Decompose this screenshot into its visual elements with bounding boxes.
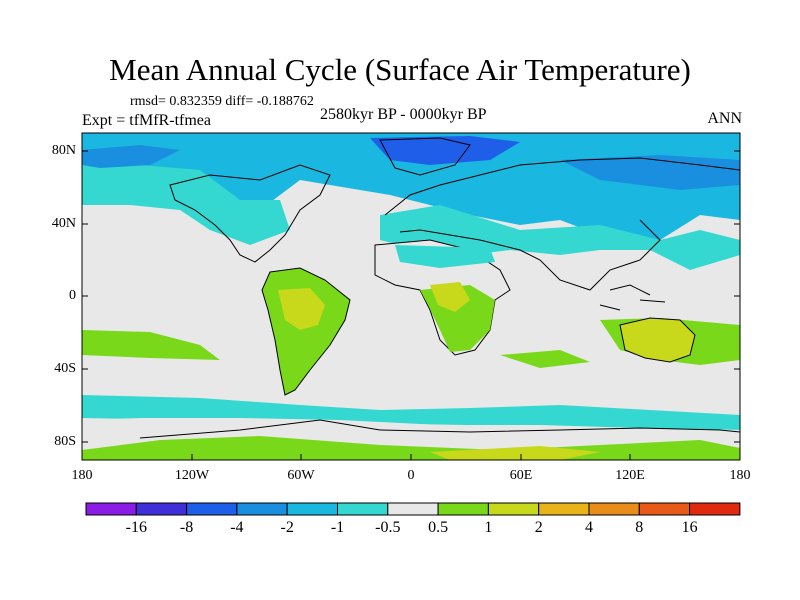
lat-tick-80s: 80S [54,434,76,449]
maritime-continent-outline [599,284,666,311]
colorbar-label: 8 [635,519,644,536]
colorbar-swatch [588,502,640,516]
colorbar-label: -8 [179,519,194,536]
rmsd-diff-stats: rmsd= 0.832359 diff= -0.188762 [130,94,314,109]
map-title: Mean Annual Cycle (Surface Air Temperatu… [109,52,691,87]
season-label: ANN [707,110,742,127]
colorbar-swatch [236,502,288,516]
lon-tick-120w: 120W [174,468,210,483]
experiment-label: Expt = tfMfR-tfmea [82,112,211,129]
antarctica-outline [139,419,741,439]
colorbar-label: -16 [125,519,147,536]
siberia-blue-region [560,155,740,190]
lat-tick-40n: 40N [51,216,76,231]
greenland-cold-region [370,136,520,165]
colorbar-label: 2 [534,519,543,536]
colorbar-label: -1 [330,519,345,536]
greenland-outline [379,137,471,176]
colorbar-swatch [437,502,489,516]
north-america-outline [169,164,331,263]
lon-tick-180e: 180 [729,468,751,483]
lon-tick-60e: 60E [509,468,533,483]
sahara-teal-region [395,245,495,268]
colorbar-label: -0.5 [375,519,401,536]
eurasia-outline [384,157,741,291]
period-label: 2580kyr BP - 0000kyr BP [320,106,487,123]
lon-tick-120e: 120E [615,468,645,483]
colorbar-swatch [538,502,590,516]
colorbar-swatch [135,502,188,516]
colorbar-swatch [487,502,540,516]
lon-tick-0: 0 [407,468,415,483]
colorbar-label: -2 [280,519,294,536]
colorbar-swatch [85,502,137,516]
colorbar [85,502,741,516]
amazon-yellow-patch [278,288,325,330]
lat-tick-80n: 80N [51,143,76,158]
australia-landmass [619,317,696,363]
colorbar-swatch [387,502,439,516]
antarctic-yellow-patch [430,446,600,460]
map-ticks [81,150,741,460]
colorbar-swatch [186,502,238,516]
lat-tick-0: 0 [69,288,76,303]
colorbar-label: 4 [585,519,593,536]
colorbar-swatch [638,502,691,516]
colorbar-label: 1 [484,519,493,536]
indian-ocean-warm-patch [500,350,590,368]
colorbar-swatch [337,502,389,516]
congo-yellow-patch [430,282,470,312]
southern-ocean-band [82,395,740,430]
colorbar-swatch [286,502,339,516]
lat-tick-40s: 40S [54,361,76,376]
north-america-teal-region [82,160,290,245]
colorbar-swatch [689,502,741,516]
colorbar-label: 16 [681,519,698,536]
south-pacific-warm-band [82,330,220,360]
arctic-blue-region [82,145,180,168]
colorbar-label: -4 [230,519,244,536]
lon-tick-60w: 60W [287,468,315,483]
colorbar-label: 0.5 [428,519,449,536]
lon-tick-180w: 180 [71,468,93,483]
